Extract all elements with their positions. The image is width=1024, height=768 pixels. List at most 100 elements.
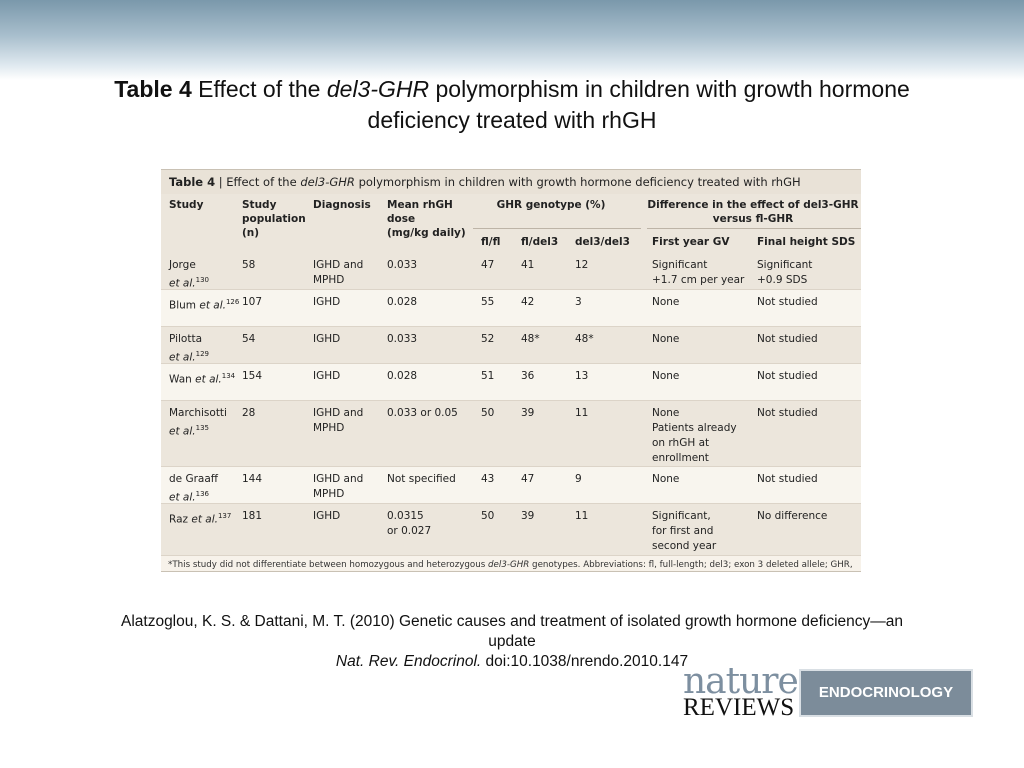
citation-line1: Alatzoglou, K. S. & Dattani, M. T. (2010… [120, 613, 904, 650]
logo-endocrinology-band: ENDOCRINOLOGY [799, 669, 973, 717]
cell-final-height: Not studied [757, 370, 818, 382]
cell-flfl: 55 [481, 296, 495, 308]
cell-n: 144 [242, 473, 263, 485]
cell-flfl: 52 [481, 333, 495, 345]
cell-n: 28 [242, 407, 256, 419]
cell-del3del3: 12 [575, 259, 589, 271]
difference-rule [647, 228, 861, 229]
table-row: Jorge et al.130 58 IGHD and MPHD 0.033 47 41 12… [161, 253, 861, 290]
table-row: Raz et al.137 181 IGHD 0.0315 or 0.027 50 39 1… [161, 504, 861, 556]
cell-diagnosis: IGHD and MPHD [313, 473, 364, 500]
cell-dose: 0.033 or 0.05 [387, 407, 458, 419]
cell-del3del3: 13 [575, 370, 589, 382]
cell-flfl: 50 [481, 510, 495, 522]
header-flfl: fl/fl [481, 236, 501, 248]
cell-study: Raz et al.137 [169, 512, 232, 526]
table-caption: Table 4 | Effect of the del3-GHR polymor… [161, 170, 861, 194]
caption-italic: del3-GHR [300, 175, 355, 189]
table-row: Wan et al.134 154 IGHD 0.028 51 36 13 None Not s… [161, 364, 861, 401]
cell-del3del3: 11 [575, 510, 589, 522]
cell-study: Pilotta et al.129 [169, 333, 209, 364]
logo-reviews-wordmark: REVIEWS [683, 694, 795, 721]
cell-fldel3: 36 [521, 370, 535, 382]
cell-n: 154 [242, 370, 263, 382]
caption-sep: | Effect of the [215, 175, 301, 189]
header-dose: Mean rhGH dose (mg/kg daily) [387, 199, 466, 239]
cell-fldel3: 39 [521, 407, 535, 419]
cell-first-year: None [652, 473, 680, 485]
citation: Alatzoglou, K. S. & Dattani, M. T. (2010… [100, 612, 924, 672]
header-diff-group-1: Difference in the effect of del3-GHR [647, 199, 859, 211]
cell-first-year: None [652, 370, 680, 382]
cell-flfl: 47 [481, 259, 495, 271]
footnote-post: genotypes. Abbreviations: fl, full-lengt… [532, 560, 853, 570]
cell-study: Marchisotti et al.135 [169, 407, 227, 438]
cell-flfl: 51 [481, 370, 495, 382]
cell-fldel3: 39 [521, 510, 535, 522]
footnote-pre: *This study did not differentiate betwee… [168, 560, 489, 570]
cell-dose: 0.033 [387, 259, 418, 271]
cell-first-year: None [652, 296, 680, 308]
table-row: de Graaff et al.136 144 IGHD and MPHD Not sp… [161, 467, 861, 504]
header-population: Study population (n) [242, 199, 306, 239]
cell-final-height: No difference [757, 510, 828, 522]
table-footnote: *This study did not differentiate betwee… [168, 559, 856, 571]
title-post: polymorphism in children with growth hor… [367, 76, 910, 133]
header-diff-group-2: versus fl-GHR [712, 213, 794, 225]
table-header: Study Study population (n) Diagnosis Mea… [161, 194, 861, 254]
footnote-italic: del3-GHR [488, 560, 530, 570]
caption-post: polymorphism in children with growth hor… [354, 175, 801, 189]
slide-title: Table 4 Effect of the del3-GHR polymorph… [60, 74, 964, 136]
cell-study: de Graaff et al.136 [169, 473, 219, 504]
cell-final-height: Not studied [757, 296, 818, 308]
cell-diagnosis: IGHD [313, 296, 341, 308]
cell-diagnosis: IGHD [313, 333, 341, 345]
citation-line2: Nat. Rev. Endocrinol. doi:10.1038/nrendo… [100, 652, 924, 672]
header-del3del3: del3/del3 [575, 236, 630, 248]
cell-study: Jorge et al.130 [169, 259, 209, 290]
cell-n: 54 [242, 333, 256, 345]
cell-diagnosis: IGHD [313, 510, 341, 522]
cell-dose: 0.0315 or 0.027 [387, 510, 432, 537]
cell-dose: Not specified [387, 473, 456, 485]
cell-study: Blum et al.126 [169, 298, 240, 312]
nature-reviews-endocrinology-logo: nature REVIEWS ENDOCRINOLOGY [683, 661, 973, 721]
header-fldel3: fl/del3 [521, 236, 559, 248]
title-bold: Table 4 [114, 76, 192, 102]
cell-study: Wan et al.134 [169, 372, 236, 386]
cell-flfl: 50 [481, 407, 495, 419]
cell-final-height: Significant +0.9 SDS [757, 259, 813, 286]
cell-fldel3: 48* [521, 333, 540, 345]
cell-fldel3: 41 [521, 259, 535, 271]
cell-first-year: Significant, for first and second year [652, 510, 717, 552]
header-diagnosis: Diagnosis [313, 199, 371, 211]
header-genotype-group: GHR genotype (%) [496, 199, 606, 211]
table-row: Marchisotti et al.135 28 IGHD and MPHD 0.033… [161, 401, 861, 467]
logo-nature-wordmark: nature [683, 661, 799, 702]
header-first-year: First year GV [652, 236, 730, 248]
cell-final-height: Not studied [757, 407, 818, 419]
cell-n: 58 [242, 259, 256, 271]
citation-doi: doi:10.1038/nrendo.2010.147 [481, 653, 689, 670]
genotype-rule [473, 228, 641, 229]
cell-first-year: Significant +1.7 cm per year [652, 259, 745, 286]
citation-journal: Nat. Rev. Endocrinol. [335, 653, 482, 670]
cell-dose: 0.033 [387, 333, 418, 345]
data-table: Table 4 | Effect of the del3-GHR polymor… [161, 169, 861, 572]
cell-flfl: 43 [481, 473, 495, 485]
cell-diagnosis: IGHD and MPHD [313, 259, 364, 286]
cell-del3del3: 11 [575, 407, 589, 419]
cell-diagnosis: IGHD and MPHD [313, 407, 364, 434]
table-row: Pilotta et al.129 54 IGHD 0.033 52 48* 48* None N… [161, 327, 861, 364]
header-study: Study [169, 199, 204, 211]
cell-n: 181 [242, 510, 263, 522]
cell-del3del3: 48* [575, 333, 594, 345]
cell-fldel3: 47 [521, 473, 535, 485]
header-gradient-band [0, 0, 1024, 80]
cell-first-year: None Patients already on rhGH at enrollm… [652, 407, 737, 464]
cell-dose: 0.028 [387, 296, 418, 308]
header-final-height: Final height SDS [757, 236, 856, 248]
cell-n: 107 [242, 296, 263, 308]
caption-bold: Table 4 [169, 175, 216, 189]
cell-del3del3: 9 [575, 473, 582, 485]
